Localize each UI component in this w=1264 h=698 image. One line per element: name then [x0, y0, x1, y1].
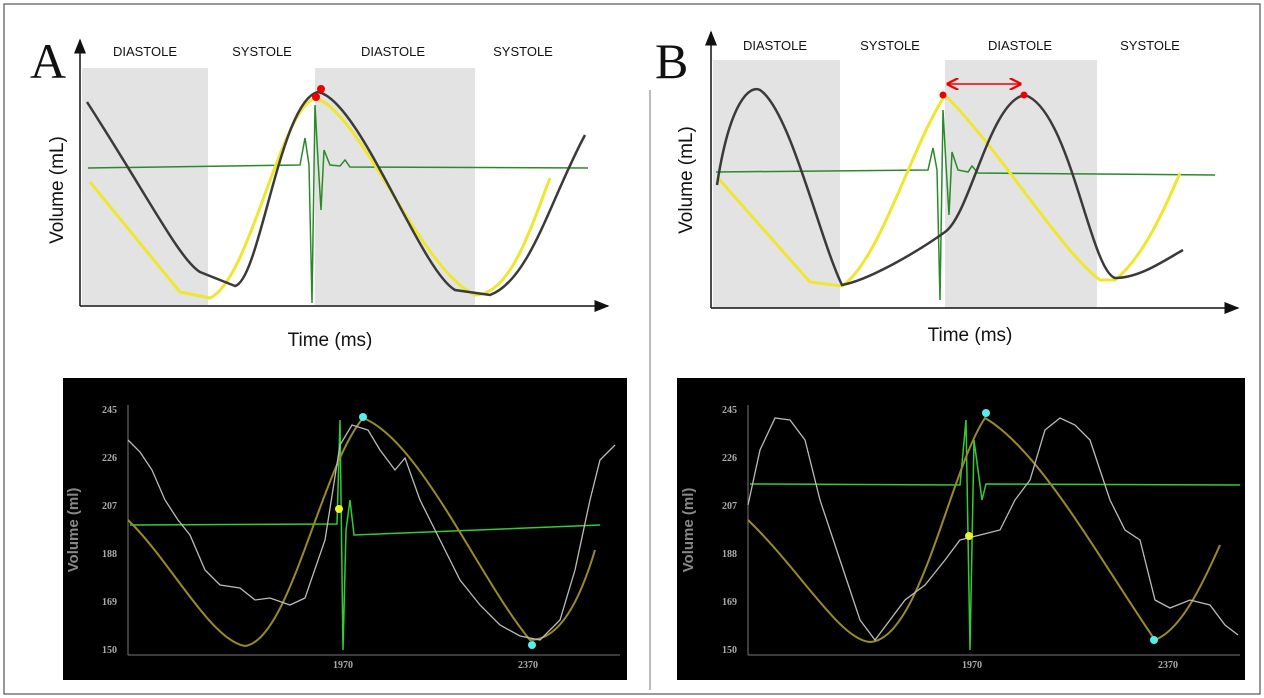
- marker: [317, 85, 325, 93]
- screen-y-tick: 188: [102, 549, 117, 560]
- marker: [940, 92, 947, 99]
- phase: SYSTOLE: [493, 44, 553, 59]
- x-axis-label: Time (ms): [928, 325, 1013, 346]
- screen-x-tick: 2370: [518, 660, 538, 671]
- marker: [1150, 636, 1158, 644]
- screen-y-label: Volume (ml): [680, 488, 697, 573]
- screen-x-tick: 1970: [333, 660, 353, 671]
- screen-y-tick: 169: [722, 597, 737, 608]
- y-axis-label: Volume (mL): [676, 126, 697, 234]
- screen: [63, 378, 627, 680]
- figure: A DIASTOLE SYSTOLE DIASTOLE SYSTOLE Volu…: [0, 0, 1264, 698]
- phase: DIASTOLE: [988, 38, 1052, 53]
- x-axis-label: Time (ms): [288, 330, 373, 351]
- screen-y-tick: 226: [102, 453, 117, 464]
- marker: [528, 641, 536, 649]
- marker: [1021, 92, 1028, 99]
- band: [315, 68, 475, 305]
- phase: SYSTOLE: [232, 44, 292, 59]
- band: [82, 68, 208, 305]
- panel-label: B: [655, 33, 688, 89]
- screen-x-tick: 2370: [1158, 660, 1178, 671]
- marker: [359, 413, 367, 421]
- screen-y-label: Volume (ml): [65, 488, 82, 573]
- screen: [677, 378, 1245, 680]
- phase: SYSTOLE: [1120, 38, 1180, 53]
- screen-y-tick: 207: [722, 501, 737, 512]
- screen-y-tick: 245: [722, 405, 737, 416]
- screen-y-tick: 188: [722, 549, 737, 560]
- band: [713, 60, 840, 308]
- screen-b: Volume (ml): [677, 378, 1245, 680]
- screen-a: Volume (ml): [63, 378, 627, 680]
- marker: [312, 93, 320, 101]
- screen-y-tick: 150: [102, 645, 117, 656]
- phase: DIASTOLE: [743, 38, 807, 53]
- panel-label: A: [30, 33, 66, 89]
- marker: [982, 409, 990, 417]
- screen-y-tick: 207: [102, 501, 117, 512]
- phase: SYSTOLE: [860, 38, 920, 53]
- y-axis-label: Volume (mL): [47, 136, 68, 244]
- phase: DIASTOLE: [361, 44, 425, 59]
- screen-x-tick: 1970: [962, 660, 982, 671]
- screen-y-tick: 150: [722, 645, 737, 656]
- phase: DIASTOLE: [113, 44, 177, 59]
- marker: [335, 505, 343, 513]
- marker: [965, 532, 973, 540]
- screen-y-tick: 245: [102, 405, 117, 416]
- screen-y-tick: 169: [102, 597, 117, 608]
- screen-y-tick: 226: [722, 453, 737, 464]
